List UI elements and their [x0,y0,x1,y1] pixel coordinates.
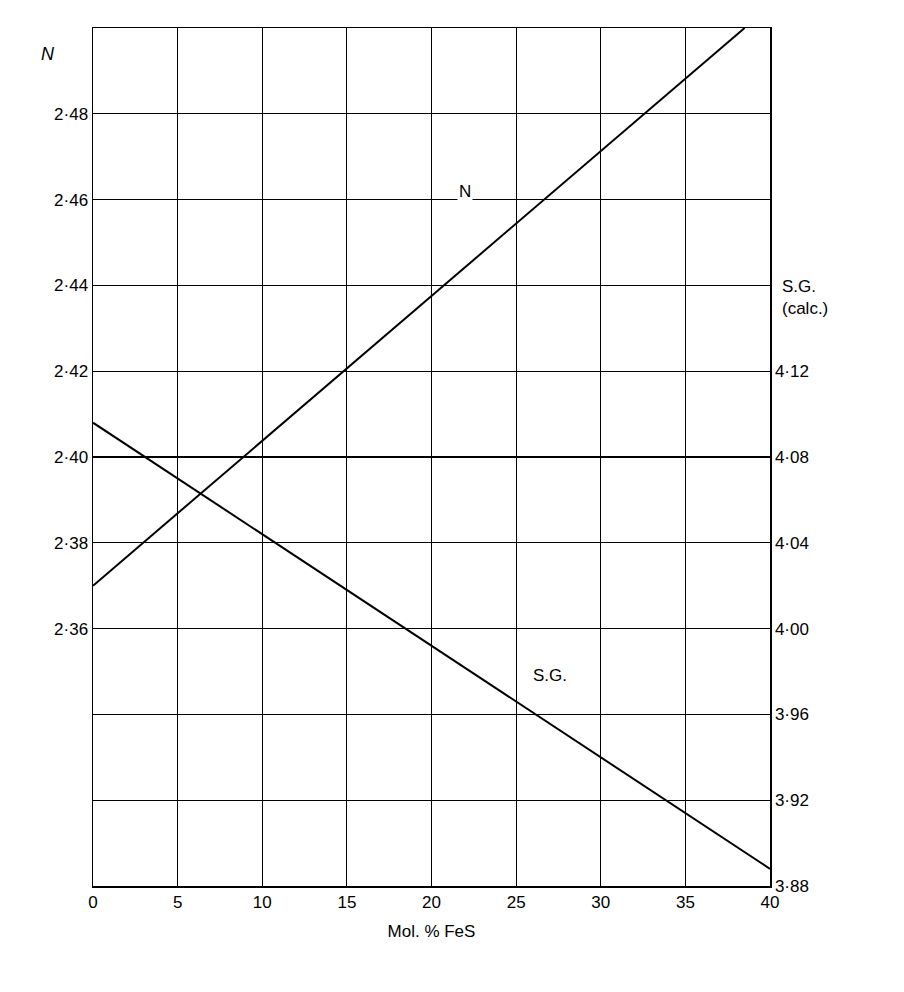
svg-text:S.G.: S.G. [533,666,567,685]
svg-text:2·36: 2·36 [54,620,88,639]
svg-text:N: N [459,182,471,201]
svg-text:2·40: 2·40 [54,448,88,467]
svg-text:4·00: 4·00 [775,620,809,639]
svg-text:35: 35 [676,893,695,912]
svg-text:N: N [41,44,55,64]
svg-text:30: 30 [591,893,610,912]
svg-text:15: 15 [337,893,356,912]
svg-text:25: 25 [507,893,526,912]
svg-text:3·88: 3·88 [775,877,809,896]
svg-text:3·92: 3·92 [775,791,809,810]
svg-text:20: 20 [422,893,441,912]
svg-text:2·38: 2·38 [54,534,88,553]
svg-text:10: 10 [253,893,272,912]
svg-text:Mol. % FeS: Mol. % FeS [388,922,476,941]
svg-text:4·04: 4·04 [775,534,809,553]
svg-text:2·48: 2·48 [54,105,88,124]
svg-text:0: 0 [88,893,97,912]
svg-text:4·08: 4·08 [775,448,809,467]
svg-text:2·46: 2·46 [54,191,88,210]
svg-text:3·96: 3·96 [775,705,809,724]
svg-text:40: 40 [761,893,780,912]
svg-text:2·42: 2·42 [54,362,88,381]
svg-text:4·12: 4·12 [775,362,809,381]
svg-text:5: 5 [173,893,182,912]
svg-text:2·44: 2·44 [54,276,88,295]
svg-text:S.G.(calc.): S.G.(calc.) [782,277,828,318]
